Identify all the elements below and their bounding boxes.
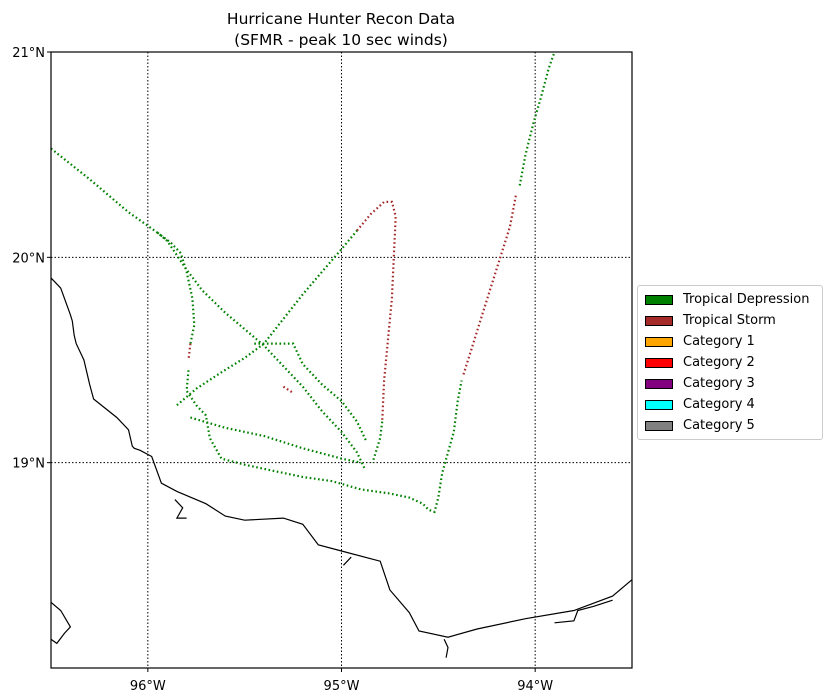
track-segment: [176, 229, 358, 407]
lat-tick-label: 19°N: [12, 457, 45, 472]
track-segment: [282, 385, 294, 394]
island-outline: [174, 499, 187, 519]
legend-label: Category 5: [683, 418, 755, 433]
lat-tick-label: 20°N: [12, 251, 45, 266]
island-outline: [342, 556, 352, 566]
legend-item: Category 2: [638, 352, 822, 373]
track-segment: [156, 231, 196, 344]
legend-swatch: [645, 336, 673, 347]
lat-tick-label: 21°N: [12, 46, 45, 61]
track-segment: [518, 51, 556, 186]
legend-swatch: [645, 399, 673, 410]
track-segment: [185, 370, 463, 514]
legend-label: Category 2: [683, 355, 755, 370]
legend-swatch: [645, 420, 673, 431]
track-segment: [187, 343, 192, 361]
legend-label: Tropical Depression: [683, 292, 810, 307]
track-segment: [254, 342, 368, 443]
legend-swatch: [645, 294, 673, 305]
island-outline: [50, 601, 72, 645]
track-segment: [50, 147, 366, 470]
legend-item: Category 4: [638, 394, 822, 415]
legend-label: Category 3: [683, 376, 755, 391]
legend-item: Category 5: [638, 415, 822, 436]
legend-item: Tropical Storm: [638, 310, 822, 331]
legend-swatch: [645, 315, 673, 326]
legend-item: Category 3: [638, 373, 822, 394]
axis-ticks: 96°W 95°W 94°W 21°N 20°N 19°N: [12, 46, 553, 694]
coastline: [50, 277, 633, 658]
map-subtitle: (SFMR - peak 10 sec winds): [234, 31, 448, 49]
track-segment: [462, 195, 517, 375]
lon-tick-label: 96°W: [130, 679, 166, 694]
legend-label: Category 4: [683, 397, 755, 412]
legend-swatch: [645, 378, 673, 389]
coastline-path: [50, 277, 633, 638]
island-outline: [554, 599, 613, 624]
lon-tick-label: 95°W: [324, 679, 360, 694]
track-segment: [371, 421, 384, 464]
lon-tick-label: 94°W: [517, 679, 553, 694]
track-segment: [190, 416, 362, 464]
legend: Tropical Depression Tropical Storm Categor…: [637, 285, 823, 440]
legend-label: Category 1: [683, 334, 755, 349]
legend-item: Category 1: [638, 331, 822, 352]
map-title: Hurricane Hunter Recon Data: [227, 10, 455, 28]
gridlines: [51, 51, 632, 668]
legend-item: Tropical Depression: [638, 289, 822, 310]
flight-tracks: [50, 51, 556, 514]
legend-label: Tropical Storm: [683, 313, 776, 328]
track-segment: [356, 200, 397, 422]
legend-swatch: [645, 357, 673, 368]
island-outline: [443, 639, 449, 658]
